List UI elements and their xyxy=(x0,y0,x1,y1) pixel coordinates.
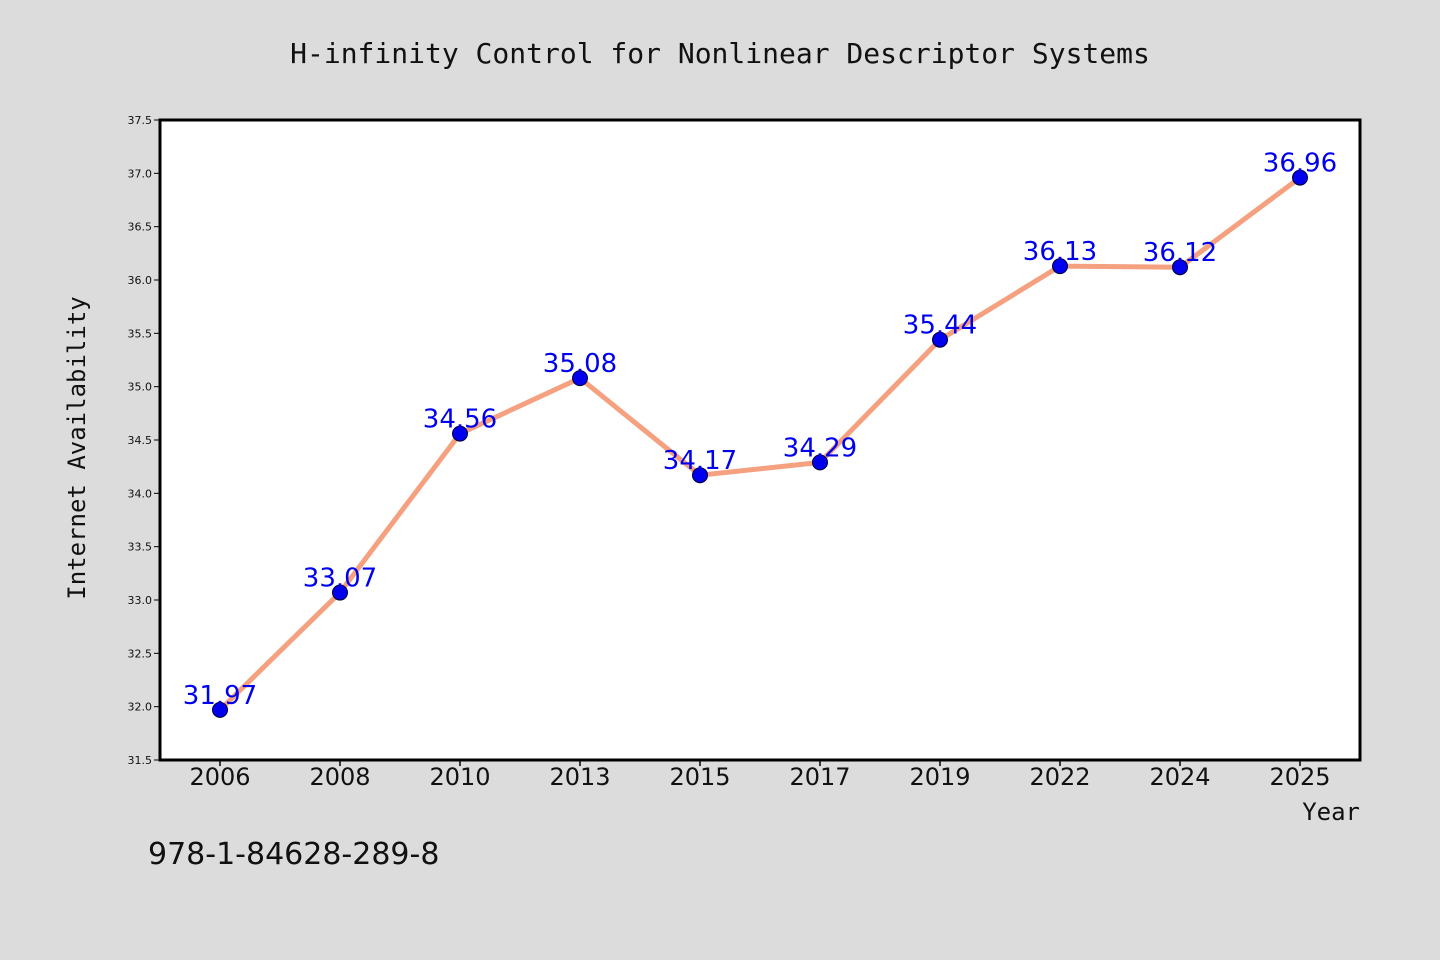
chart-title: H-infinity Control for Nonlinear Descrip… xyxy=(290,37,1150,70)
data-label: 33.07 xyxy=(303,564,377,594)
x-tick-label: 2010 xyxy=(429,763,490,791)
y-axis: 31.5 32.0 32.5 33.0 33.5 34.0 34.5 35.0 35.5 36.0… xyxy=(128,114,160,767)
data-point xyxy=(1292,169,1308,186)
x-tick-label: 2024 xyxy=(1149,763,1210,791)
data-point xyxy=(212,701,228,718)
data-point xyxy=(1052,258,1068,275)
y-tick-label: 35.5 xyxy=(128,327,153,340)
plot-area xyxy=(158,118,1362,762)
y-tick-label: 32.5 xyxy=(128,647,153,660)
data-point xyxy=(812,454,828,471)
data-label: 34.17 xyxy=(663,446,737,476)
x-tick-label: 2017 xyxy=(789,763,850,791)
data-point xyxy=(452,425,468,442)
data-label: 34.56 xyxy=(423,405,497,435)
data-label: 31.97 xyxy=(183,681,257,711)
y-tick-label: 33.5 xyxy=(128,541,153,554)
data-series: 31.97 33.07 34.56 35.08 34.17 34.29 35.44 36.13… xyxy=(183,149,1337,718)
y-tick-label: 31.5 xyxy=(128,754,153,767)
data-point xyxy=(932,331,948,348)
x-tick-label: 2015 xyxy=(669,763,730,791)
data-point xyxy=(692,467,708,484)
x-axis: 2006 2008 2010 2013 2015 2017 2019 2022 2024 2025 xyxy=(189,760,1331,791)
x-axis-title: Year xyxy=(1302,798,1360,826)
x-tick-label: 2013 xyxy=(549,763,610,791)
data-label: 34.29 xyxy=(783,433,857,463)
data-point xyxy=(332,584,348,601)
data-point xyxy=(1172,259,1188,276)
y-tick-label: 34.0 xyxy=(128,487,153,500)
y-tick-label: 36.5 xyxy=(128,221,153,234)
y-tick-label: 35.0 xyxy=(128,381,153,394)
y-axis-title: Internet Availability xyxy=(63,296,91,599)
x-tick-label: 2008 xyxy=(309,763,370,791)
isbn-footnote: 978-1-84628-289-8 xyxy=(148,837,439,872)
data-label: 35.08 xyxy=(543,349,617,379)
x-tick-label: 2025 xyxy=(1269,763,1330,791)
y-tick-label: 34.5 xyxy=(128,434,153,447)
data-point xyxy=(572,370,588,387)
x-tick-label: 2022 xyxy=(1029,763,1090,791)
y-tick-label: 36.0 xyxy=(128,274,153,287)
data-label: 35.44 xyxy=(903,311,977,341)
y-tick-label: 32.0 xyxy=(128,701,153,714)
y-tick-label: 33.0 xyxy=(128,594,153,607)
series-line xyxy=(217,175,1303,713)
x-tick-label: 2019 xyxy=(909,763,970,791)
data-label: 36.13 xyxy=(1023,237,1097,267)
x-tick-label: 2006 xyxy=(189,763,250,791)
y-tick-label: 37.5 xyxy=(128,114,153,127)
data-label: 36.96 xyxy=(1263,149,1337,179)
y-tick-label: 37.0 xyxy=(128,167,153,180)
data-label: 36.12 xyxy=(1143,238,1217,268)
